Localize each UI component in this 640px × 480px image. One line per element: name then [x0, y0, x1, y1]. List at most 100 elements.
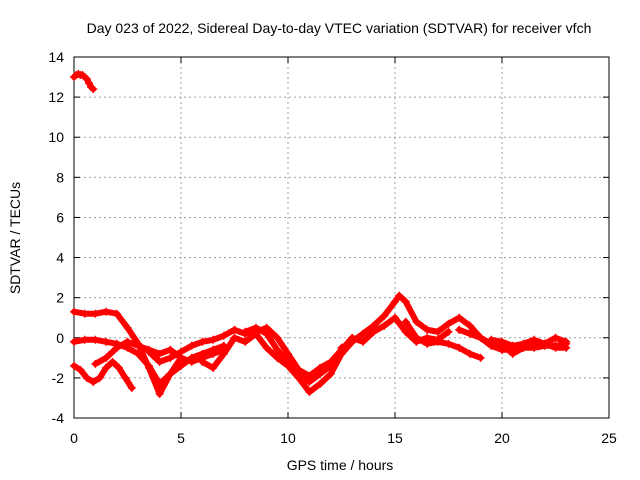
- data-point: [294, 373, 303, 382]
- data-point: [123, 323, 132, 332]
- data-point: [401, 317, 410, 326]
- x-axis-label: GPS time / hours: [287, 457, 394, 473]
- data-point: [316, 363, 325, 372]
- data-point: [487, 335, 496, 344]
- y-tick-label: 0: [56, 330, 64, 346]
- data-point: [230, 333, 239, 342]
- data-point: [326, 369, 335, 378]
- data-point: [241, 337, 250, 346]
- data-point: [166, 345, 175, 354]
- data-point: [144, 347, 153, 356]
- data-point: [134, 349, 143, 358]
- data-point: [551, 343, 560, 352]
- data-point: [209, 349, 218, 358]
- data-point: [380, 311, 389, 320]
- series-arc-l: [498, 333, 571, 358]
- data-point: [380, 321, 389, 330]
- data-point: [433, 337, 442, 346]
- data-point: [262, 343, 271, 352]
- data-point: [305, 371, 314, 380]
- plot-frame: [73, 56, 610, 419]
- data-point: [273, 353, 282, 362]
- data-point: [166, 369, 175, 378]
- series-arc-early-high: [70, 70, 98, 94]
- data-point: [508, 341, 517, 350]
- y-tick-label: 14: [48, 49, 64, 65]
- y-tick-label: 10: [48, 129, 64, 145]
- data-point: [455, 325, 464, 334]
- data-point: [530, 337, 539, 346]
- data-point: [284, 349, 292, 358]
- data-point: [433, 327, 442, 336]
- data-point: [219, 331, 228, 340]
- data-series: [70, 70, 571, 398]
- data-point: [91, 309, 100, 318]
- data-point: [134, 341, 143, 350]
- data-point: [465, 349, 474, 358]
- data-point: [209, 363, 218, 372]
- data-point: [326, 357, 335, 366]
- series-arc-c: [70, 357, 136, 392]
- y-tick-label: -2: [52, 370, 65, 386]
- data-point: [177, 361, 185, 370]
- data-point: [102, 337, 111, 346]
- data-point: [70, 337, 78, 346]
- data-point: [519, 343, 528, 352]
- data-point: [187, 357, 196, 366]
- data-point: [219, 349, 228, 358]
- data-point: [102, 307, 111, 316]
- y-tick-label: 6: [56, 209, 64, 225]
- x-tick-label: 25: [601, 430, 617, 446]
- data-point: [70, 307, 78, 316]
- data-point: [391, 313, 399, 322]
- data-point: [121, 373, 130, 382]
- data-point: [444, 339, 453, 348]
- y-axis-label: SDTVAR / TECUs: [7, 182, 23, 294]
- data-point: [144, 361, 153, 370]
- data-point: [82, 75, 91, 84]
- series-arc-i: [401, 317, 485, 362]
- data-point: [91, 335, 100, 344]
- data-point: [76, 365, 85, 374]
- data-point: [401, 297, 410, 306]
- data-point: [540, 339, 549, 348]
- data-point: [465, 321, 474, 330]
- y-tick-label: 8: [56, 169, 64, 185]
- data-point: [123, 337, 132, 346]
- ticks: [73, 56, 610, 419]
- data-point: [358, 329, 367, 338]
- data-point: [395, 291, 404, 300]
- data-point: [102, 353, 111, 362]
- tick-labels: 0 5 10 15 20 25 -4 -2 0 2 4 6 8 10 12 14: [48, 49, 617, 446]
- grid: [74, 57, 609, 418]
- data-point: [348, 337, 357, 346]
- data-point: [89, 377, 98, 386]
- data-point: [423, 339, 432, 348]
- data-point: [444, 327, 453, 336]
- data-point: [412, 317, 421, 326]
- data-point: [391, 297, 399, 306]
- y-tick-label: 4: [56, 250, 64, 266]
- data-point: [84, 79, 93, 88]
- data-point: [80, 335, 89, 344]
- data-point: [114, 363, 123, 372]
- y-tick-label: 2: [56, 290, 64, 306]
- data-point: [369, 321, 378, 330]
- data-point: [412, 333, 421, 342]
- data-point: [508, 349, 517, 358]
- data-point: [102, 363, 111, 372]
- data-point: [476, 333, 485, 342]
- data-point: [562, 337, 571, 346]
- series-line: [71, 358, 135, 391]
- data-point: [166, 353, 175, 362]
- data-point: [230, 325, 239, 334]
- data-point: [455, 343, 464, 352]
- data-point: [155, 349, 164, 358]
- y-tick-label: 12: [48, 89, 64, 105]
- data-point: [358, 337, 367, 346]
- data-point: [95, 373, 104, 382]
- data-point: [187, 341, 196, 350]
- data-point: [273, 345, 282, 354]
- x-tick-label: 20: [494, 430, 510, 446]
